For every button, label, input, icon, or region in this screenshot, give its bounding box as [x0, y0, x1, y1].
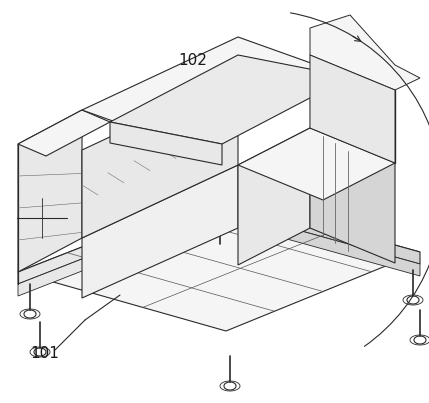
Polygon shape [310, 128, 395, 263]
Polygon shape [310, 15, 420, 90]
Text: 101: 101 [30, 346, 59, 361]
Polygon shape [18, 195, 420, 331]
Polygon shape [215, 207, 420, 276]
Polygon shape [215, 195, 420, 264]
Polygon shape [18, 195, 215, 284]
Polygon shape [238, 128, 395, 200]
Polygon shape [18, 110, 82, 272]
Polygon shape [110, 122, 222, 165]
Polygon shape [82, 77, 238, 238]
Polygon shape [110, 55, 350, 144]
Polygon shape [310, 55, 395, 163]
Polygon shape [18, 207, 215, 296]
Text: 102: 102 [178, 53, 207, 68]
Polygon shape [18, 110, 110, 156]
Polygon shape [82, 37, 350, 150]
Polygon shape [238, 128, 310, 265]
Polygon shape [82, 165, 238, 298]
